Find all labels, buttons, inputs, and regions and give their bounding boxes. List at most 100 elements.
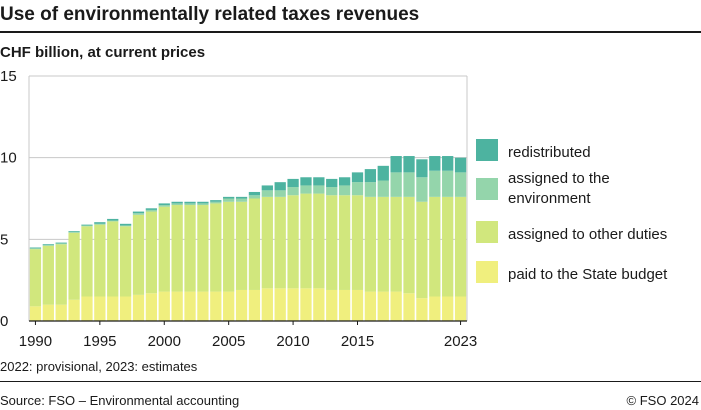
bar-segment — [351, 172, 364, 183]
bar-segment — [94, 222, 106, 224]
bar-segment — [235, 198, 248, 202]
bar-segment — [377, 291, 389, 321]
bar-segment — [338, 185, 351, 196]
bar-segment — [197, 203, 209, 206]
bar-segment — [184, 291, 196, 321]
x-tick-label: 2010 — [276, 333, 309, 350]
bar-segment — [210, 291, 222, 321]
bar-segment — [429, 156, 441, 171]
bar-segment — [197, 291, 209, 321]
bar-segment — [274, 190, 286, 197]
bar-segment — [416, 159, 428, 178]
bar-segment — [210, 201, 222, 204]
legend-swatch — [476, 139, 498, 161]
bar-segment — [55, 242, 67, 244]
bar-segment — [107, 221, 119, 297]
bar-segment — [210, 203, 222, 292]
bar-segment — [403, 196, 415, 294]
bar-segment — [429, 296, 441, 321]
bar-segment — [390, 291, 402, 321]
legend-label: environment — [508, 190, 591, 207]
bar-segment — [94, 224, 106, 297]
bar-segment — [351, 195, 364, 290]
bar-segment — [416, 298, 428, 321]
x-tick-label: 1990 — [19, 333, 52, 350]
bar-segment — [235, 196, 248, 199]
bar-segment — [94, 296, 106, 321]
legend-label: assigned to the — [508, 170, 610, 187]
bar-segment — [197, 205, 209, 292]
bar-segment — [29, 247, 42, 249]
y-tick-label: 0 — [0, 313, 8, 330]
bar-segment — [377, 196, 389, 292]
bar-segment — [158, 205, 170, 207]
bar-segment — [261, 185, 273, 191]
bar-segment — [261, 196, 273, 289]
bar-segment — [313, 177, 325, 186]
bar-segment — [338, 289, 351, 321]
bar-segment — [29, 248, 42, 250]
bar-segment — [326, 289, 338, 321]
bar-segment — [287, 288, 299, 321]
bar-segment — [81, 296, 93, 321]
bar-segment — [454, 172, 467, 197]
bar-segment — [184, 203, 196, 206]
x-tick-label: 2000 — [148, 333, 181, 350]
bar-segment — [454, 296, 467, 321]
copyright-text: © FSO 2024 — [626, 393, 699, 408]
bar-segment — [287, 178, 299, 188]
bar-segment — [223, 291, 235, 321]
bar-segment — [55, 243, 67, 245]
bar-segment — [55, 244, 67, 305]
y-tick-label: 5 — [0, 231, 8, 248]
bar-segment — [107, 296, 119, 321]
bar-segment — [171, 203, 183, 206]
x-tick-label: 1995 — [83, 333, 116, 350]
bar-segment — [55, 304, 67, 321]
bar-segment — [119, 296, 132, 321]
bar-segment — [364, 291, 377, 321]
bar-segment — [338, 177, 351, 186]
legend-swatch — [476, 178, 498, 200]
source-text: Source: FSO – Environmental accounting — [0, 393, 240, 408]
bar-segment — [107, 220, 119, 222]
bar-segment — [42, 304, 54, 321]
legend-label: assigned to other duties — [508, 226, 667, 243]
bar-segment — [119, 223, 132, 226]
bar-segment — [274, 196, 286, 289]
bar-segment — [68, 232, 80, 300]
bar-segment — [390, 156, 402, 173]
bar-segment — [158, 203, 170, 206]
bar-segment — [326, 195, 338, 290]
bar-segment — [132, 214, 145, 295]
bar-segment — [442, 156, 454, 171]
y-tick-label: 10 — [0, 150, 17, 167]
bar-segment — [364, 169, 377, 183]
x-tick-label: 2015 — [341, 333, 374, 350]
bar-segment — [274, 288, 286, 321]
bar-segment — [119, 226, 132, 297]
axes: 0 5 10 15 1990 1995 2000 2005 2010 2015 2023 — [0, 68, 477, 350]
bar-segment — [454, 157, 467, 173]
bar-segment — [145, 209, 158, 212]
bar-segment — [158, 291, 170, 321]
bar-segment — [364, 182, 377, 197]
bar-segment — [184, 201, 196, 204]
data-note: 2022: provisional, 2023: estimates — [0, 359, 198, 374]
bar-segment — [235, 201, 248, 290]
bar-segment — [94, 223, 106, 225]
chart-subtitle: CHF billion, at current prices — [0, 44, 206, 61]
bar-segment — [42, 244, 54, 246]
bar-segment — [68, 231, 80, 232]
x-tick-label: 2023 — [444, 333, 477, 350]
bar-segment — [145, 208, 158, 210]
bar-segment — [42, 245, 54, 305]
bar-segment — [184, 205, 196, 292]
bar-segment — [119, 225, 132, 227]
bar-segment — [68, 299, 80, 321]
bar-segment — [145, 293, 158, 321]
bar-segment — [351, 182, 364, 196]
bar-segment — [248, 195, 261, 199]
bar-segment — [223, 196, 235, 199]
bar-segment — [351, 289, 364, 321]
